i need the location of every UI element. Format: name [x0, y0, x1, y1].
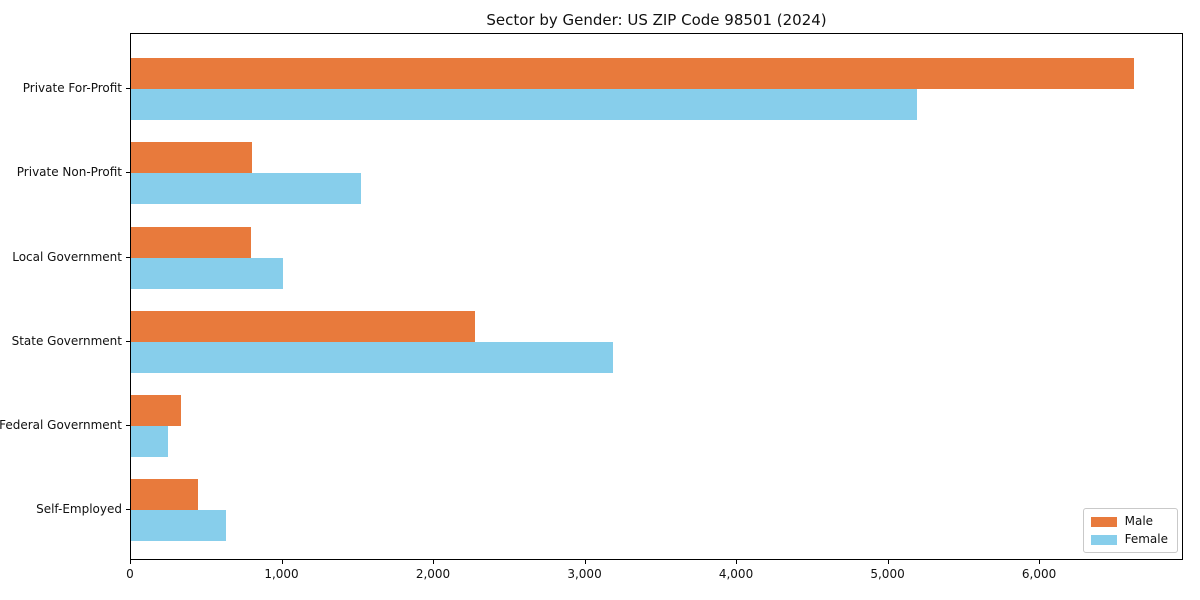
x-tick-label: 3,000	[567, 567, 602, 581]
legend-label-female: Female	[1124, 532, 1168, 546]
y-axis-category-label: Local Government	[12, 249, 122, 264]
y-axis-category-label: Private Non-Profit	[16, 165, 122, 180]
legend-item-male: Male	[1090, 514, 1168, 528]
bar-female-6	[131, 510, 226, 542]
y-tick-mark	[126, 256, 130, 258]
x-tick-mark	[433, 560, 435, 564]
legend-swatch-female-icon	[1090, 534, 1117, 545]
legend: Male Female	[1082, 508, 1178, 553]
x-tick-mark	[1039, 560, 1041, 564]
bar-male-1	[131, 58, 1134, 89]
y-axis-category-label: State Government	[11, 333, 122, 348]
y-tick-mark	[126, 509, 130, 511]
x-tick-label: 4,000	[718, 567, 754, 581]
y-tick-mark	[126, 172, 130, 174]
bar-female-2	[131, 173, 361, 205]
y-axis-category-label: Self-Employed	[36, 502, 122, 517]
bar-male-3	[131, 226, 251, 258]
bar-male-5	[131, 395, 181, 426]
x-tick-label: 0	[126, 567, 134, 581]
bar-male-4	[131, 310, 475, 342]
legend-item-female: Female	[1090, 532, 1168, 546]
x-tick-mark	[736, 560, 738, 564]
x-tick-mark	[887, 560, 889, 564]
bar-female-3	[131, 257, 283, 289]
bar-female-1	[131, 89, 917, 120]
x-tick-mark	[281, 560, 283, 564]
x-tick-mark	[584, 560, 586, 564]
chart-title: Sector by Gender: US ZIP Code 98501 (202…	[486, 11, 827, 29]
bar-male-2	[131, 142, 252, 174]
y-axis-category-label: Private For-Profit	[22, 81, 122, 95]
x-tick-label: 6,000	[1021, 567, 1057, 581]
bar-female-5	[131, 426, 168, 457]
legend-label-male: Male	[1124, 514, 1154, 528]
y-tick-mark	[126, 425, 130, 426]
x-tick-label: 1,000	[264, 567, 299, 581]
y-axis-category-label: Federal Government	[0, 418, 122, 432]
x-tick-mark	[130, 560, 131, 564]
plot-area: Male Female	[130, 33, 1183, 560]
y-tick-mark	[126, 340, 130, 342]
bar-female-4	[131, 341, 613, 373]
legend-swatch-male-icon	[1090, 516, 1117, 527]
x-tick-label: 5,000	[870, 567, 905, 581]
y-tick-mark	[126, 88, 130, 89]
bar-male-6	[131, 479, 198, 511]
x-tick-label: 2,000	[415, 567, 451, 581]
